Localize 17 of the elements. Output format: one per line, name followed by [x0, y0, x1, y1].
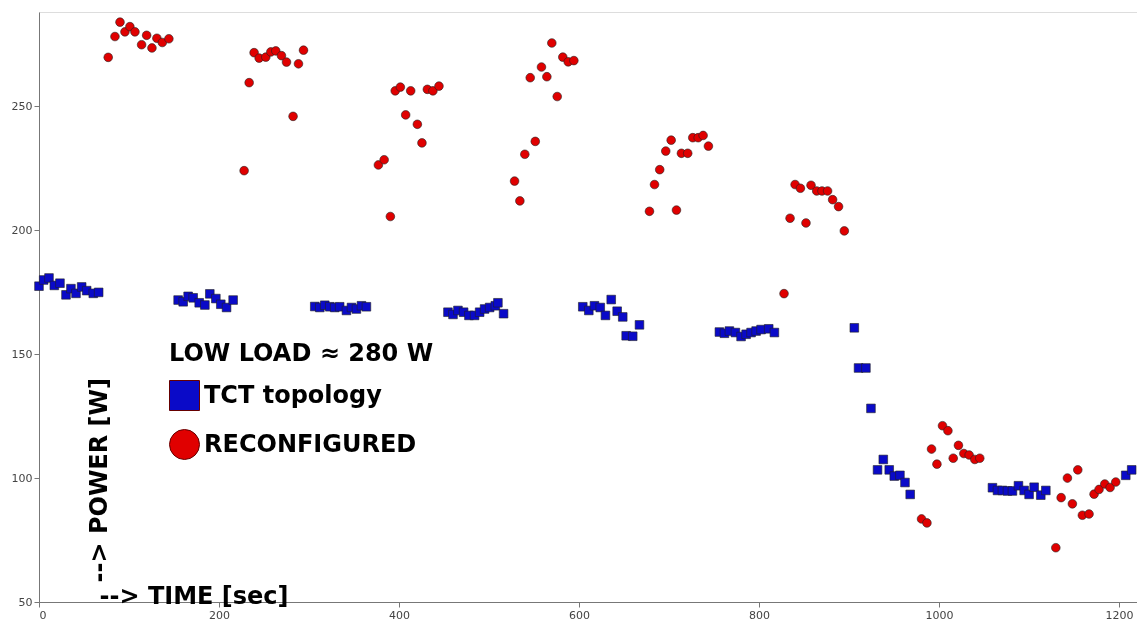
x-axis-title: --> TIME [sec] — [99, 581, 289, 610]
x-tick-label: 800 — [749, 608, 770, 622]
legend-label: TCT topology — [204, 380, 383, 409]
legend-label: RECONFIGURED — [204, 429, 417, 458]
x-tick-label: 0 — [39, 608, 47, 622]
x-tick-label: 1200 — [1105, 608, 1134, 622]
x-tick-label: 1000 — [925, 608, 954, 622]
y-tick-label: 150 — [11, 347, 33, 361]
y-tick-label: 200 — [11, 223, 33, 237]
legend-title: LOW LOAD ≈ 280 W — [169, 339, 434, 367]
y-axis-title: --> POWER [W] — [84, 378, 113, 583]
x-tick-label: 400 — [389, 608, 410, 622]
y-tick-label: 50 — [18, 595, 33, 609]
x-tick-label: 600 — [569, 608, 590, 622]
x-tick-label: 200 — [209, 608, 230, 622]
y-tick-label: 250 — [11, 99, 33, 113]
y-tick-label: 100 — [11, 471, 33, 485]
